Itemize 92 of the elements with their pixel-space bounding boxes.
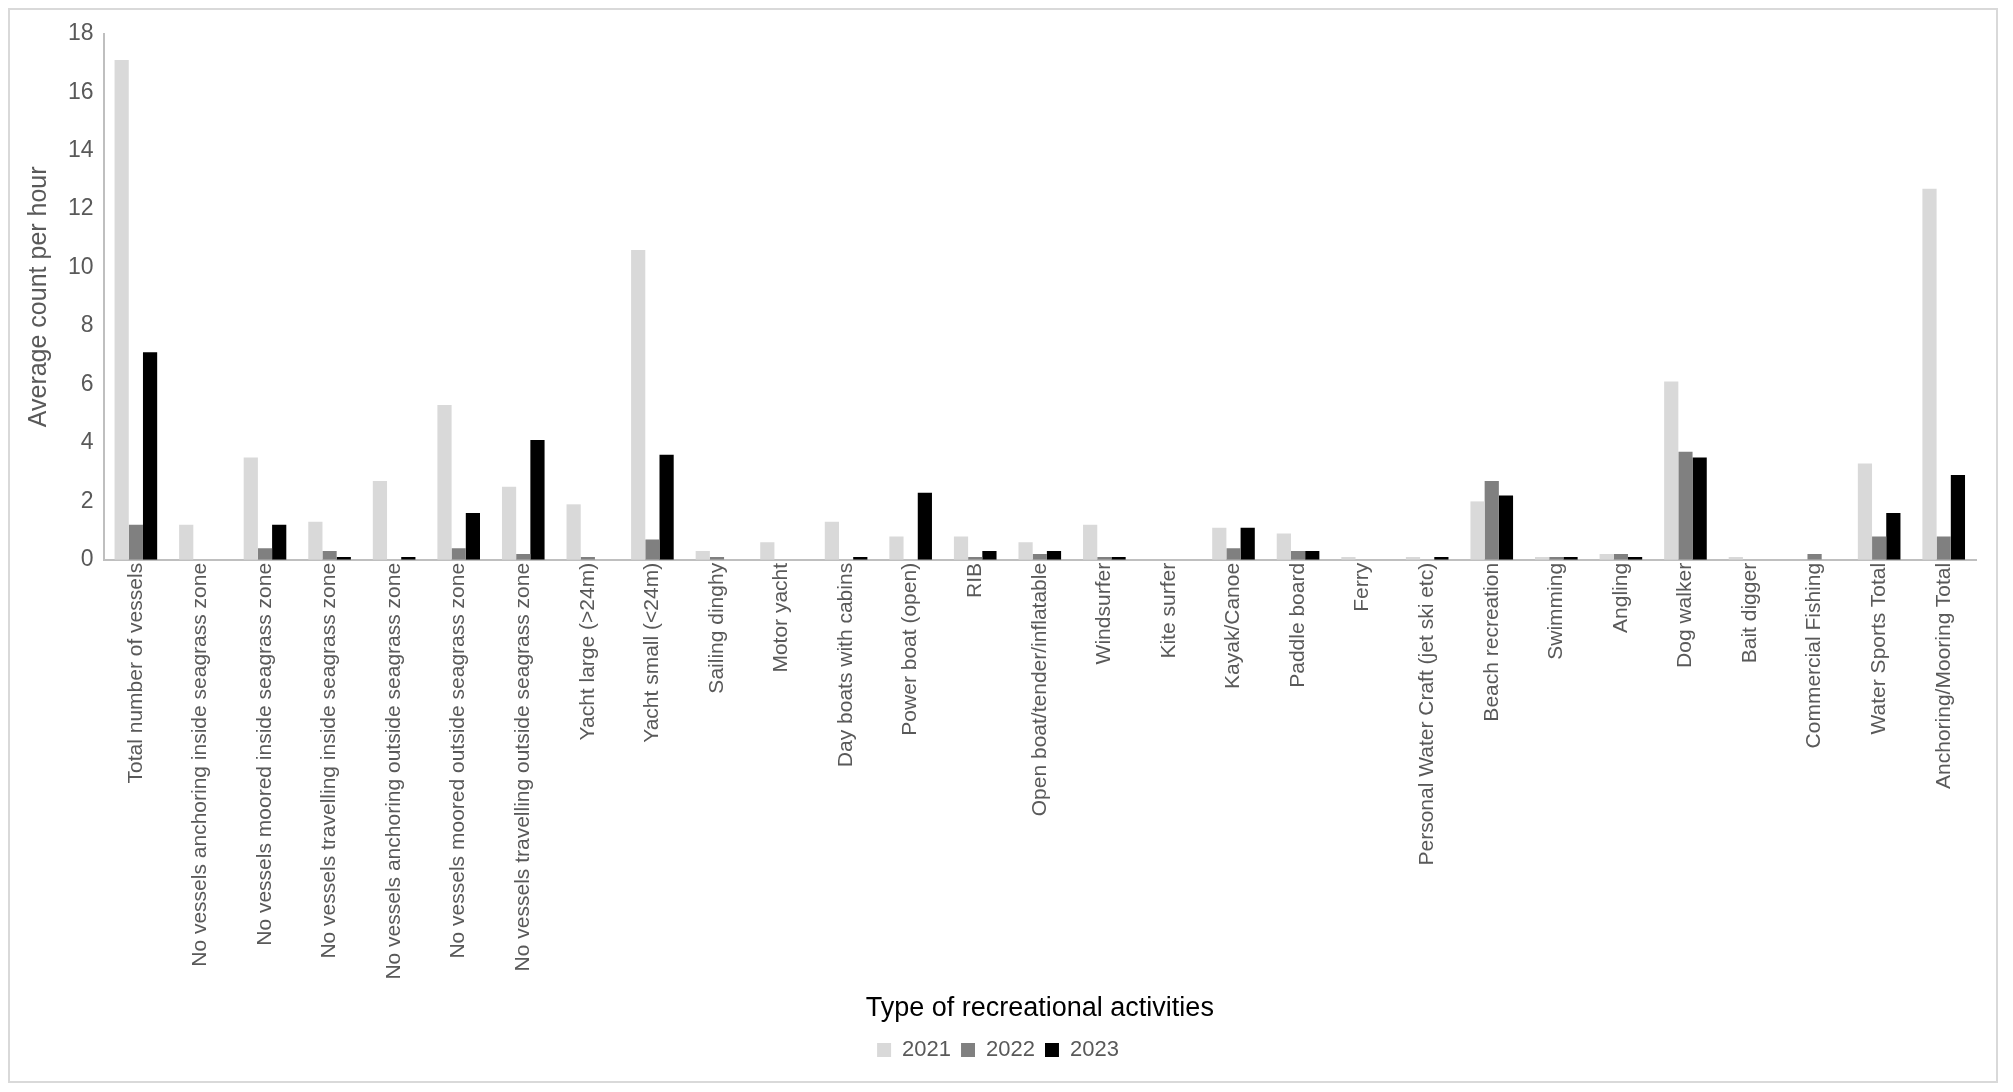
y-tick-label: 18 bbox=[67, 19, 94, 46]
x-tick-label: Personal Water Craft (jet ski etc) bbox=[1413, 562, 1437, 866]
bar bbox=[1305, 551, 1320, 560]
x-axis-title: Type of recreational activities bbox=[865, 992, 1214, 1023]
x-tick-label: No vessels anchoring outside seagrass zone bbox=[380, 562, 404, 980]
bar bbox=[1276, 533, 1291, 560]
bar bbox=[1872, 536, 1887, 560]
bar bbox=[243, 457, 258, 560]
bar bbox=[1290, 551, 1306, 560]
x-tick-label: Windsurfer bbox=[1091, 562, 1115, 665]
x-tick-label: Bait digger bbox=[1736, 562, 1760, 664]
bar bbox=[257, 548, 273, 560]
x-tick-label: Swimming bbox=[1543, 562, 1567, 660]
x-tick-label: Ferry bbox=[1349, 562, 1373, 612]
y-tick-label: 2 bbox=[80, 486, 94, 513]
bar bbox=[659, 454, 674, 560]
x-tick-label: Angling bbox=[1607, 562, 1631, 633]
bar bbox=[1470, 501, 1485, 560]
y-tick-label: 10 bbox=[67, 252, 94, 279]
bar bbox=[437, 404, 452, 560]
bar bbox=[272, 524, 287, 560]
x-tick-label: Yacht small (<24m) bbox=[639, 562, 663, 743]
bar bbox=[1484, 480, 1499, 560]
bar bbox=[451, 548, 466, 560]
bar bbox=[982, 551, 997, 560]
bar bbox=[1498, 495, 1514, 560]
x-tick-label: Anchoring/Mooring Total bbox=[1930, 562, 1954, 789]
bar bbox=[114, 60, 129, 560]
bar bbox=[1692, 457, 1707, 560]
y-tick-label: 4 bbox=[80, 428, 94, 455]
bar bbox=[1886, 513, 1901, 560]
x-tick-label: Motor yacht bbox=[768, 562, 792, 673]
x-tick-label: Open boat/tender/inflatable bbox=[1026, 562, 1050, 817]
bar bbox=[889, 536, 904, 560]
bar bbox=[1212, 527, 1227, 560]
x-tick-label: No vessels anchoring inside seagrass zone bbox=[187, 562, 211, 967]
bar bbox=[760, 542, 775, 560]
x-tick-label: Kayak/Canoe bbox=[1220, 562, 1244, 689]
bar bbox=[142, 352, 158, 560]
bar bbox=[1226, 548, 1241, 560]
bar bbox=[1240, 527, 1255, 560]
x-tick-label: Day boats with cabins bbox=[832, 562, 856, 768]
bar bbox=[1936, 536, 1951, 560]
x-tick-label: Water Sports Total bbox=[1865, 562, 1889, 735]
legend-label: 2023 bbox=[1069, 1036, 1119, 1062]
x-tick-label: Total number of vessels bbox=[122, 562, 146, 784]
x-tick-label: Yacht large (>24m) bbox=[574, 562, 598, 741]
bar bbox=[1083, 524, 1098, 560]
bar bbox=[1922, 188, 1937, 560]
bar bbox=[631, 250, 646, 560]
bar bbox=[1046, 551, 1062, 560]
bar bbox=[566, 504, 581, 560]
x-tick-label: Paddle board bbox=[1284, 562, 1308, 688]
y-tick-label: 14 bbox=[67, 136, 94, 163]
bar bbox=[530, 440, 545, 560]
bar bbox=[917, 492, 932, 560]
bar bbox=[308, 521, 323, 560]
bar bbox=[322, 551, 337, 560]
y-tick-label: 6 bbox=[80, 369, 94, 396]
y-tick-label: 0 bbox=[80, 545, 94, 572]
x-tick-label: No vessels moored outside seagrass zone bbox=[445, 562, 469, 959]
y-tick-label: 12 bbox=[67, 194, 94, 221]
x-tick-label: RIB bbox=[962, 562, 986, 598]
bar bbox=[645, 539, 660, 560]
bar bbox=[128, 524, 143, 560]
legend-label: 2021 bbox=[902, 1036, 952, 1062]
bar bbox=[1678, 451, 1693, 560]
bar bbox=[1950, 475, 1966, 560]
bar bbox=[1018, 542, 1033, 560]
bar bbox=[695, 551, 710, 560]
bar bbox=[1664, 381, 1679, 560]
legend-label: 2022 bbox=[986, 1036, 1035, 1062]
bar bbox=[501, 486, 517, 560]
x-tick-label: Sailing dinghy bbox=[703, 562, 727, 694]
y-axis-title: Average count per hour bbox=[22, 166, 51, 428]
y-tick-label: 16 bbox=[67, 77, 94, 104]
x-tick-label: No vessels moored inside seagrass zone bbox=[251, 562, 275, 946]
bar bbox=[465, 513, 480, 560]
x-tick-label: Beach recreation bbox=[1478, 562, 1502, 722]
x-tick-label: Power boat (open) bbox=[897, 562, 921, 736]
x-tick-label: No vessels travelling inside seagrass zone bbox=[316, 562, 340, 959]
bar bbox=[1857, 463, 1873, 560]
bar bbox=[179, 524, 194, 560]
bar bbox=[1807, 554, 1822, 560]
bar bbox=[953, 536, 969, 560]
bar bbox=[824, 521, 839, 560]
x-tick-label: Dog walker bbox=[1672, 562, 1696, 668]
y-tick-label: 8 bbox=[80, 311, 94, 338]
x-tick-label: No vessels travelling outside seagrass zone bbox=[510, 562, 534, 972]
bar bbox=[372, 480, 388, 560]
x-tick-label: Commercial Fishing bbox=[1801, 562, 1825, 749]
x-tick-label: Kite surfer bbox=[1155, 562, 1179, 659]
